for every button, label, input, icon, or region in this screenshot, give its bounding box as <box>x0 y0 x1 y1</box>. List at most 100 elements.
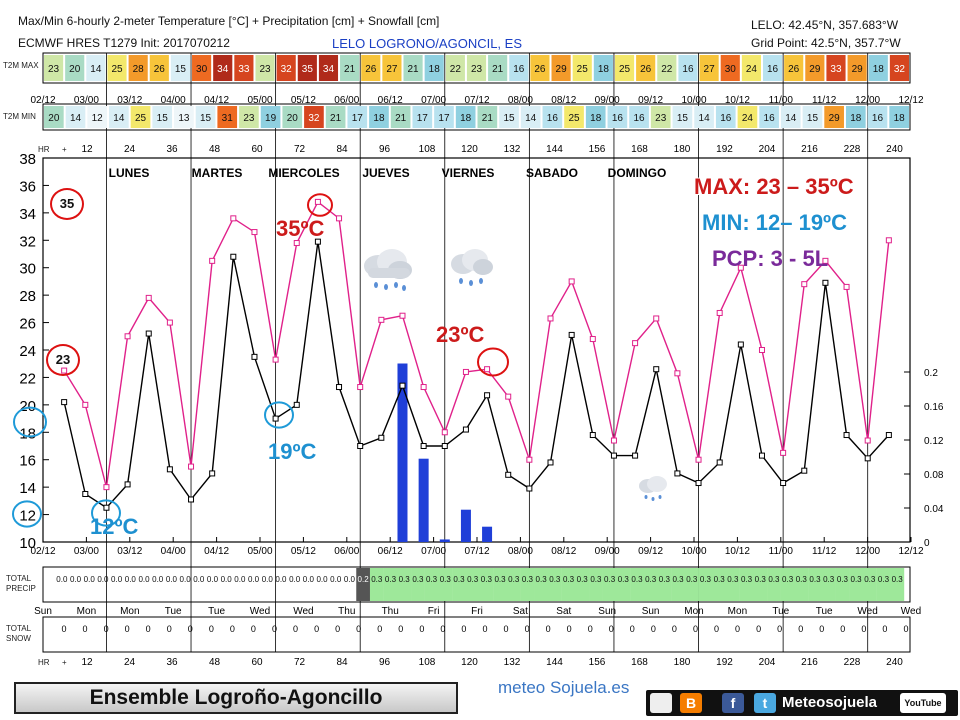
hour-label: 60 <box>251 144 263 155</box>
t2m-max-cell <box>699 55 719 81</box>
t2m-max-value: 26 <box>154 64 166 75</box>
min-temp-point <box>166 466 173 473</box>
weekday-label: Sat <box>513 606 528 617</box>
precip-value: 0.0 <box>180 575 192 584</box>
t2m-max-value: 30 <box>196 64 208 75</box>
precip-value: 0.0 <box>234 575 246 584</box>
snow-value: 0 <box>335 624 340 634</box>
t2m-max-value: 32 <box>281 64 293 75</box>
max-temp-point <box>145 294 152 301</box>
date-label: 12/00 <box>855 95 880 106</box>
min-temp-point <box>124 481 131 488</box>
t2m-min-value: 18 <box>590 113 602 124</box>
snow-value: 0 <box>188 624 193 634</box>
t2m-max-value: 25 <box>577 64 589 75</box>
precip-fill <box>411 568 425 601</box>
day-label: LUNES <box>109 166 150 180</box>
precip-value: 0.0 <box>275 575 287 584</box>
y-18-circle <box>13 406 47 438</box>
facebook-icon[interactable]: f <box>722 693 744 713</box>
precip-frame <box>42 566 911 603</box>
t2m-min-cell <box>802 106 823 128</box>
snow-value: 0 <box>230 624 235 634</box>
t2m-min-value: 16 <box>720 113 732 124</box>
y-tick-label: 36 <box>19 178 36 195</box>
precip-value: 0.3 <box>796 575 808 584</box>
snow-value: 0 <box>651 624 656 634</box>
hour-label: 132 <box>504 144 521 155</box>
min-temp-point <box>82 491 89 497</box>
max-temp-point <box>420 384 427 391</box>
precip-bar <box>460 509 471 542</box>
t2m-max-cell <box>784 55 804 81</box>
y-12-circle <box>12 500 42 528</box>
t2m-min-value: 14 <box>525 113 537 124</box>
precip-value: 0.3 <box>467 575 479 584</box>
t2m-min-cell <box>715 106 736 128</box>
t2m-max-label: T2M MAX <box>3 61 39 70</box>
precip-value: 0.3 <box>823 575 835 584</box>
precip-fill <box>369 568 384 601</box>
snow-value: 0 <box>735 624 740 634</box>
t2m-max-value: 22 <box>450 64 462 75</box>
precip-value: 0.3 <box>426 575 438 584</box>
precip-fill <box>739 568 754 601</box>
snow-value: 0 <box>482 624 487 634</box>
youtube-icon[interactable]: YouTube <box>900 693 946 713</box>
date-label: 05/00 <box>247 95 272 106</box>
precip-value: 0.0 <box>248 575 260 584</box>
t2m-min-value: 18 <box>460 113 472 124</box>
t2m-min-value: 12 <box>92 113 104 124</box>
t2m-min-cell <box>477 106 498 128</box>
max-temp-point <box>124 333 131 340</box>
t2m-min-value: 24 <box>742 113 754 124</box>
precip-bar <box>439 539 450 542</box>
date-label: 07/00 <box>421 546 446 557</box>
date-label: 04/00 <box>161 546 186 557</box>
t2m-max-value: 14 <box>90 64 102 75</box>
precip-fill <box>479 568 494 601</box>
snow-value: 0 <box>546 624 551 634</box>
snow-value: 0 <box>861 624 866 634</box>
date-label: 06/12 <box>378 546 403 557</box>
hour-label: 204 <box>759 144 776 155</box>
t2m-max-value: 23 <box>48 64 60 75</box>
t2m-max-value: 35 <box>302 64 314 75</box>
max-temp-point <box>568 278 575 285</box>
snow-value: 0 <box>125 624 130 634</box>
precip-value: 0.2 <box>358 575 370 584</box>
t2m-max-cell <box>889 55 909 81</box>
weekday-label: Wed <box>901 606 921 617</box>
snow-value: 0 <box>272 624 277 634</box>
t2m-max-cell <box>488 55 508 81</box>
date-label: 06/12 <box>378 95 403 106</box>
snow-value: 0 <box>903 624 908 634</box>
max-temp-point <box>589 336 596 343</box>
max-temp-point <box>695 456 702 463</box>
t2m-max-cell <box>65 55 85 81</box>
t2m-max-value: 16 <box>513 64 525 75</box>
t2m-max-value: 26 <box>534 64 546 75</box>
min-temp-point <box>209 470 216 477</box>
weekday-label: Wed <box>293 606 313 617</box>
y-right-tick-label: 0.2 <box>924 368 938 379</box>
precip-value: 0.3 <box>522 575 534 584</box>
max-band-frame <box>42 52 911 84</box>
y-tick-label: 32 <box>19 233 36 250</box>
max-temp-point <box>82 401 89 408</box>
t2m-min-cell <box>152 106 173 128</box>
min-temp-point <box>864 455 871 462</box>
blogger-icon[interactable]: B <box>680 693 702 713</box>
precip-value: 0.3 <box>700 575 712 584</box>
hour-label: 192 <box>716 144 733 155</box>
y-right-tick-label: 0.16 <box>924 402 944 413</box>
date-label: 08/12 <box>551 546 576 557</box>
t2m-max-value: 20 <box>69 64 81 75</box>
chart-title: Max/Min 6-hourly 2-meter Temperature [°C… <box>18 14 440 28</box>
t2m-min-value: 29 <box>829 113 841 124</box>
twitter-icon[interactable]: t <box>754 693 776 713</box>
camera-icon[interactable] <box>650 693 672 713</box>
weekday-label: Wed <box>857 606 877 617</box>
summary-pcp: PCP: 3 - 5L <box>712 246 829 271</box>
